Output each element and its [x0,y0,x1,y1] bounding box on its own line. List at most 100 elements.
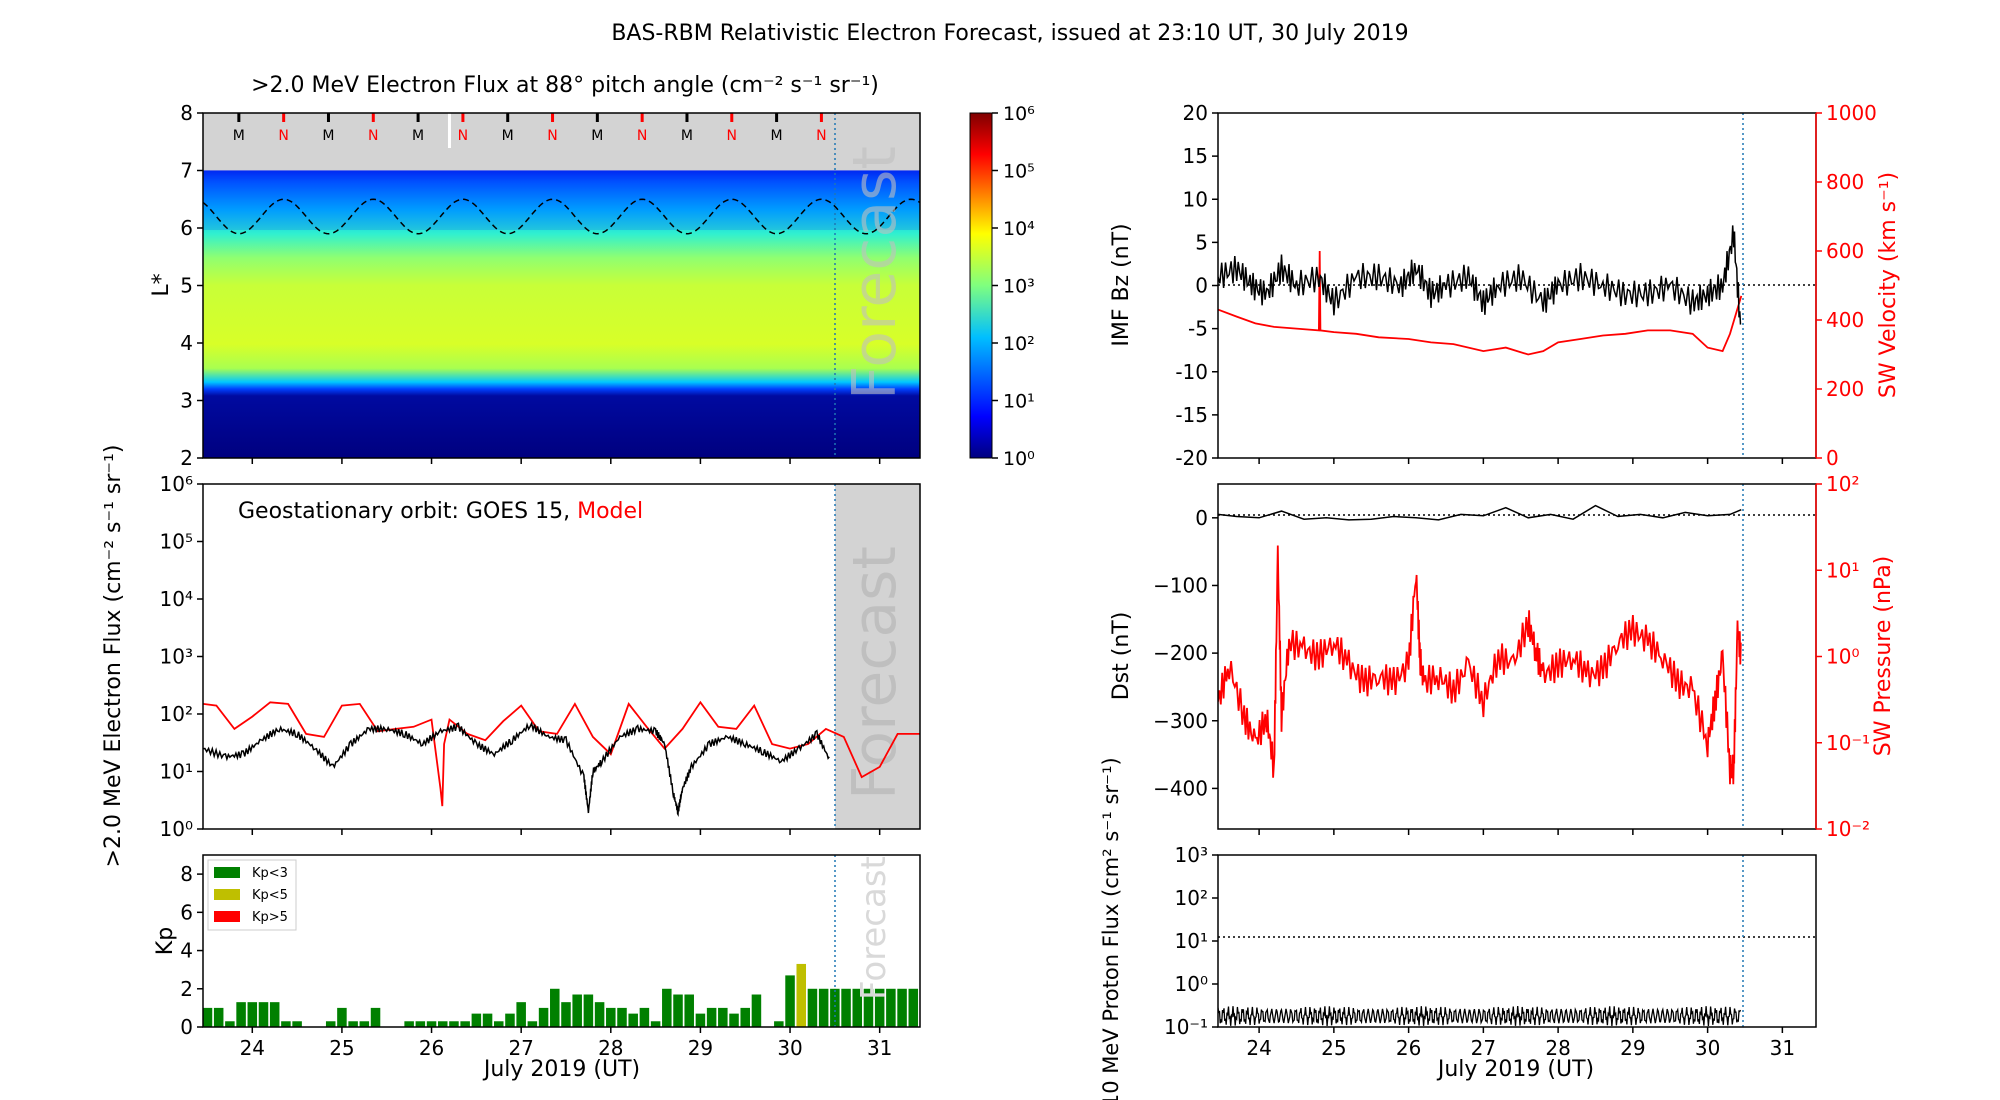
x-tick-label: 26 [1396,1036,1421,1060]
kp-bar [684,994,694,1027]
kp-bar [841,988,851,1027]
flux-ylabel: >2.0 MeV Electron Flux (cm⁻² s⁻¹ sr⁻¹) [101,445,126,868]
kp-bar [718,1007,728,1027]
kp-bar [247,1002,258,1027]
kp-bar [818,988,829,1027]
kp-legend-swatch-high [214,911,240,922]
x-tick-label: 28 [598,1036,623,1060]
y-tick-label: 10² [1826,472,1859,496]
y-tick-label: -20 [1175,446,1208,470]
flux-heatmap-panel: >2.0 MeV Electron Flux at 88° pitch angl… [149,73,1035,470]
proton-ylabel: >10 MeV Proton Flux (cm² s⁻¹ sr⁻¹) [1099,757,1123,1100]
kp-bar [292,1021,302,1027]
figure-title: BAS-RBM Relativistic Electron Forecast, … [611,21,1408,46]
flux-frame [202,483,921,830]
heatmap-title: >2.0 MeV Electron Flux at 88° pitch angl… [251,73,879,98]
y-tick-label: 10³ [160,645,193,669]
kp-legend-swatch-mid [214,889,240,900]
y-tick-label: 7 [180,159,193,183]
imf-ylabel: IMF Bz (nT) [1109,223,1134,346]
forecast-watermark-kp: Forecast [854,856,894,1000]
y-tick-label: 5 [180,274,193,298]
mlt-label: N [727,128,737,144]
y-tick-label: 10⁶ [160,472,193,496]
y-tick-label: 3 [180,389,193,413]
y-tick-label: −400 [1153,776,1208,800]
mlt-label: M [233,128,245,144]
kp-bar [236,1002,246,1027]
kp-bar [751,994,762,1027]
kp-bar [415,1021,426,1027]
kp-xlabel: July 2019 (UT) [482,1057,640,1082]
y-tick-label: 10 [1183,187,1208,211]
x-tick-label: 24 [1246,1036,1271,1060]
y-tick-label: 8 [180,862,193,886]
imf-sw-panel: -20 -15 -10 -5 0 5 10 15 20 0 200 400 600 800 1000 IM… [1109,101,1901,470]
kp-bar [538,1007,549,1027]
proton-frame [1217,854,1817,1028]
colorbar-tick-label: 10⁶ [1003,103,1035,125]
kp-bar [650,1021,661,1027]
imf-x-ticks [1258,458,1784,464]
geo-flux-panel: Forecast Geostationary orbit: GOES 15, M… [101,445,921,868]
kp-bar [404,1021,414,1027]
dst-x-ticks [1258,829,1784,835]
mlt-label: M [771,128,783,144]
mlt-label: N [458,128,468,144]
mlt-label: M [681,128,693,144]
y-tick-label: 800 [1826,170,1864,194]
y-tick-label: −100 [1153,573,1208,597]
forecast-shade [835,484,920,829]
y-tick-label: 10¹ [1826,558,1859,582]
kp-bar [628,1013,638,1027]
dst-ylabel: Dst (nT) [1109,612,1134,701]
kp-bar [460,1021,470,1027]
y-tick-label: 0 [1826,446,1839,470]
kp-bar [863,988,874,1027]
kp-bar [852,988,863,1027]
kp-x-ticks: 24 25 26 27 28 29 30 31 [240,1027,892,1060]
colorbar-tick-label: 10⁵ [1003,161,1035,183]
x-tick-label: 30 [777,1036,802,1060]
kp-bar [785,975,795,1027]
geo-legend-model: Model [577,499,643,524]
x-tick-label: 28 [1545,1036,1570,1060]
x-tick-label: 24 [240,1036,265,1060]
heatmap-y-ticks: 2 3 4 5 6 7 8 [180,101,203,470]
kp-bar [740,1007,750,1027]
mlt-label: N [816,128,826,144]
dst-pressure-panel: 0 −100 −200 −300 −400 10⁻² 10⁻¹ 10⁰ 10¹ 10² Dst … [1109,472,1896,841]
y-tick-label: 10¹ [1175,929,1208,953]
kp-bar [505,1013,515,1027]
y-tick-label: 10⁵ [160,530,193,554]
y-tick-label: 6 [180,216,193,240]
y-tick-label: −300 [1153,709,1208,733]
kp-bar [213,1007,224,1027]
x-tick-label: 29 [688,1036,713,1060]
kp-bar [471,1013,482,1027]
x-tick-label: 25 [329,1036,354,1060]
colorbar-tick-label: 10⁴ [1003,218,1035,240]
y-tick-label: 2 [180,977,193,1001]
proton-y-ticks: 10⁻¹ 10⁰ 10¹ 10² 10³ [1164,843,1218,1039]
kp-legend-low: Kp<3 [252,866,288,881]
x-tick-label: 25 [1321,1036,1346,1060]
kp-bar [639,1007,650,1027]
model-flux-line [203,700,920,807]
y-tick-label: 5 [1195,230,1208,254]
y-tick-label: 4 [180,939,193,963]
y-tick-label: 0 [1195,274,1208,298]
kp-ylabel: Kp [153,927,178,955]
kp-bar [729,1013,739,1027]
y-tick-label: 6 [180,900,193,924]
y-tick-label: -10 [1175,360,1208,384]
dst-y-ticks-right: 10⁻² 10⁻¹ 10⁰ 10¹ 10² [1816,472,1870,841]
sw-velocity-ylabel: SW Velocity (km s⁻¹) [1876,172,1901,398]
y-tick-label: -5 [1188,317,1208,341]
kp-bar [225,1021,235,1027]
y-tick-label: 1000 [1826,101,1877,125]
kp-bar [606,1007,616,1027]
mlt-label: N [637,128,647,144]
